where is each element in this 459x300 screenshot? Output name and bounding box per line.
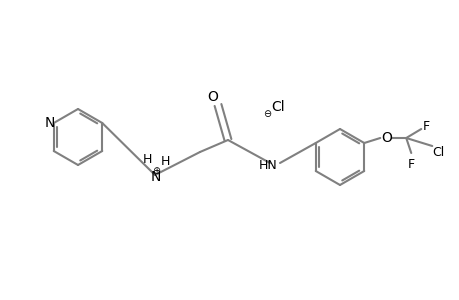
Text: ⊖: ⊖: [263, 109, 270, 119]
Text: ⊕: ⊕: [151, 166, 160, 176]
Text: O: O: [380, 131, 391, 145]
Text: Cl: Cl: [271, 100, 284, 114]
Text: O: O: [207, 90, 218, 104]
Text: N: N: [45, 116, 55, 130]
Text: H: H: [160, 154, 169, 167]
Text: HN: HN: [258, 158, 277, 172]
Text: Cl: Cl: [431, 146, 443, 158]
Text: F: F: [422, 119, 429, 133]
Text: N: N: [151, 170, 161, 184]
Text: F: F: [407, 158, 414, 170]
Text: H: H: [142, 152, 151, 166]
